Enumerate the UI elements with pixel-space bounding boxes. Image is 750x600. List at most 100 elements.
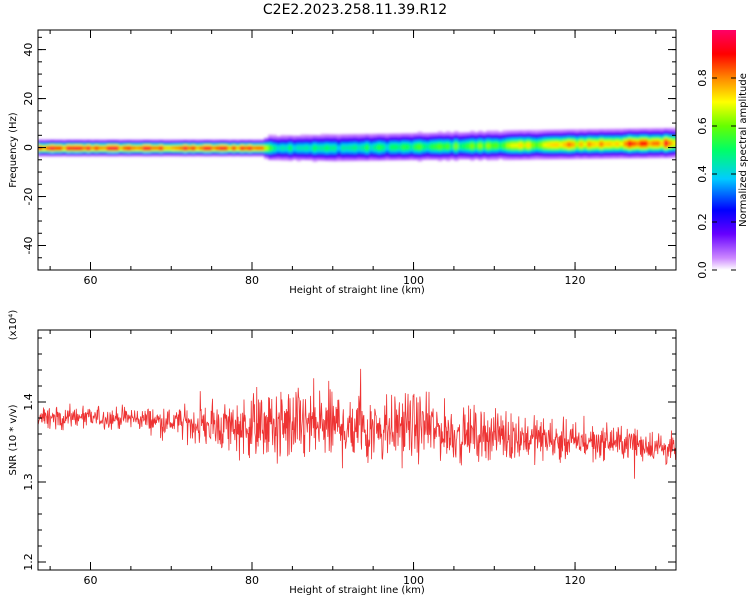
spectrogram-cell [167,144,172,147]
spectrogram-cell [328,145,334,148]
spectrogram-cell [579,149,584,152]
spectrogram-cell [506,158,512,161]
spectrogram-cell [235,142,241,145]
spectrogram-cell [336,137,342,140]
spectrogram-cell [304,155,310,158]
spectrogram-cell [110,141,116,144]
spectrogram-cell [514,147,520,150]
spectrogram-cell [352,135,358,138]
spectrogram-cell [530,156,536,159]
spectrogram-cell [502,143,508,146]
spectrogram-cell [102,150,108,153]
spectrogram-cell [667,144,673,147]
spectrogram-cell [595,148,600,151]
spectrogram-cell [171,145,176,148]
spectrogram-cell [461,147,467,150]
x-tick-label: 120 [565,274,586,287]
spectrogram-cell [554,153,560,156]
spectrogram-cell [518,144,524,147]
spectrogram-cell [320,155,326,158]
spectrogram-cell [207,154,213,157]
spectrogram-cell [417,140,423,143]
spectrogram-cell [550,156,556,159]
spectrogram-cell [397,153,403,156]
spectrogram-cell [264,154,269,157]
spectrogram-cell [284,158,289,161]
spectrogram-cell [288,135,293,138]
spectrogram-cell [623,144,629,147]
spectrogram-cell [429,143,435,146]
spectrogram-cell [635,146,641,149]
spectrogram-cell [159,152,164,156]
spectrogram-cell [260,150,265,153]
spectrogram-cell [534,134,540,137]
spectrogram-cell [54,141,59,144]
spectrogram-cell [425,152,431,155]
spectrogram-cell [425,138,431,141]
spectrogram-cell [397,156,403,159]
spectrogram-cell [203,139,209,142]
spectrogram-cell [490,158,495,161]
spectrogram-cell [389,149,394,152]
spectrogram-cell [163,152,168,156]
spectrogram-cell [486,140,491,143]
spectrogram-cell [393,158,398,161]
spectrogram-cell [126,150,132,153]
spectrogram-cell [619,135,625,139]
spectrogram-cell [453,142,459,145]
spectrogram-cell [603,146,608,149]
spectrogram-cell [102,144,108,147]
spectrogram-cell [534,154,540,157]
spectrogram-cell [183,151,189,154]
spectrogram-cell [566,146,572,150]
spectrogram-cell [562,139,568,142]
spectrogram-cell [522,141,528,144]
spectrogram-cell [70,139,75,142]
spectrogram-cell [352,148,358,151]
spectrogram-cell [151,141,156,144]
spectrogram-cell [62,154,67,157]
spectrogram-cell [518,135,524,138]
spectrogram-cell [647,134,653,137]
spectrogram-cell [324,153,330,156]
spectrogram-cell [429,154,435,157]
spectrogram-cell [470,138,475,141]
spectrogram-cell [336,156,342,159]
spectrogram-cell [385,155,390,158]
spectrogram-cell [215,151,221,154]
spectrogram-cell [433,141,439,144]
spectrogram-cell [397,155,403,158]
spectrogram-cell [344,134,350,137]
spectrogram-cell [46,142,51,145]
spectrogram-cell [324,136,330,139]
spectrogram-cell [46,148,51,151]
spectrogram-cell [425,137,431,140]
spectrogram-cell [296,156,302,159]
spectrogram-cell [659,132,665,135]
spectrogram-cell [575,140,580,144]
spectrogram-cell [38,148,43,151]
spectrogram-cell [377,149,382,152]
spectrogram-cell [344,145,350,148]
spectrogram-cell [247,154,253,157]
spectrogram-cell [558,147,564,150]
spectrogram-cell [361,157,366,160]
spectrogram-cell [611,140,617,143]
spectrogram-cell [611,143,617,146]
spectrogram-cell [130,148,136,151]
spectrogram-cell [102,152,108,156]
spectrogram-cell [163,145,168,148]
spectrogram-cell [490,148,495,151]
spectrogram-cell [171,151,176,154]
spectrogram-cell [474,138,479,141]
spectrogram-cell [627,156,633,159]
spectrogram-cell [151,142,156,145]
spectrogram-cell [534,140,540,143]
spectrogram-cell [599,149,604,152]
spectrogram-cell [401,156,407,159]
spectrogram-cell [252,148,257,151]
spectrogram-cell [579,148,584,151]
spectrogram-cell [510,144,516,147]
spectrogram-cell [635,134,641,137]
spectrogram-cell [437,141,443,144]
